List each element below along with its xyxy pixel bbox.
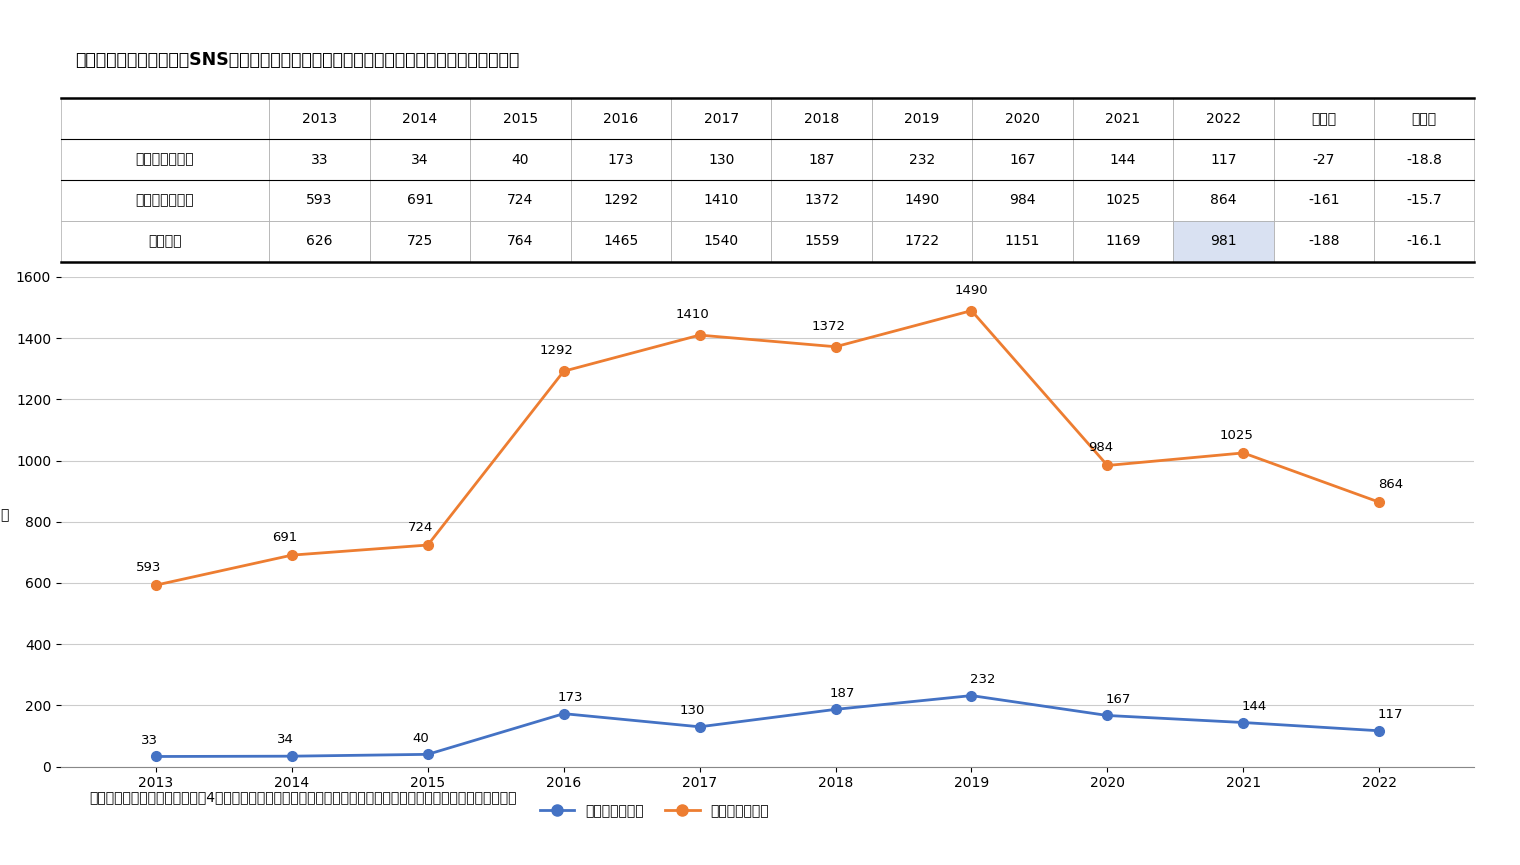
Legend: 利　用　あ　り, 利　用　な　し: 利 用 あ り, 利 用 な し [534,798,775,823]
Text: 167: 167 [1107,693,1131,706]
Text: 1410: 1410 [676,308,710,321]
Text: 691: 691 [272,531,298,544]
Text: 1490: 1490 [955,284,988,297]
Text: 1025: 1025 [1219,429,1254,442]
Text: 724: 724 [409,521,433,534]
Text: 1292: 1292 [540,344,573,357]
Text: 34: 34 [277,734,293,746]
Text: 864: 864 [1377,478,1403,491]
Text: 187: 187 [830,687,856,700]
Text: 1372: 1372 [812,320,845,333]
Text: 出所：警察庁統計データ「令和4年における少年非行等及び子どもの性被害の状況等（確定値）より筆者が作成」: 出所：警察庁統計データ「令和4年における少年非行等及び子どもの性被害の状況等（確… [90,791,517,804]
Text: 40: 40 [412,732,429,745]
Text: 593: 593 [137,561,161,574]
Text: 33: 33 [140,734,158,746]
Text: 図表４．警察庁令和４年SNSに起因する事犯の被害児童のフィルタリング状況（年次推移）: 図表４．警察庁令和４年SNSに起因する事犯の被害児童のフィルタリング状況（年次推… [74,51,520,69]
Y-axis label: 人: 人 [0,508,9,522]
Text: 984: 984 [1088,441,1113,454]
Text: 117: 117 [1377,708,1403,721]
Text: 173: 173 [558,691,584,704]
Text: 130: 130 [679,704,705,717]
Text: 232: 232 [970,673,996,686]
Text: 144: 144 [1242,700,1268,713]
